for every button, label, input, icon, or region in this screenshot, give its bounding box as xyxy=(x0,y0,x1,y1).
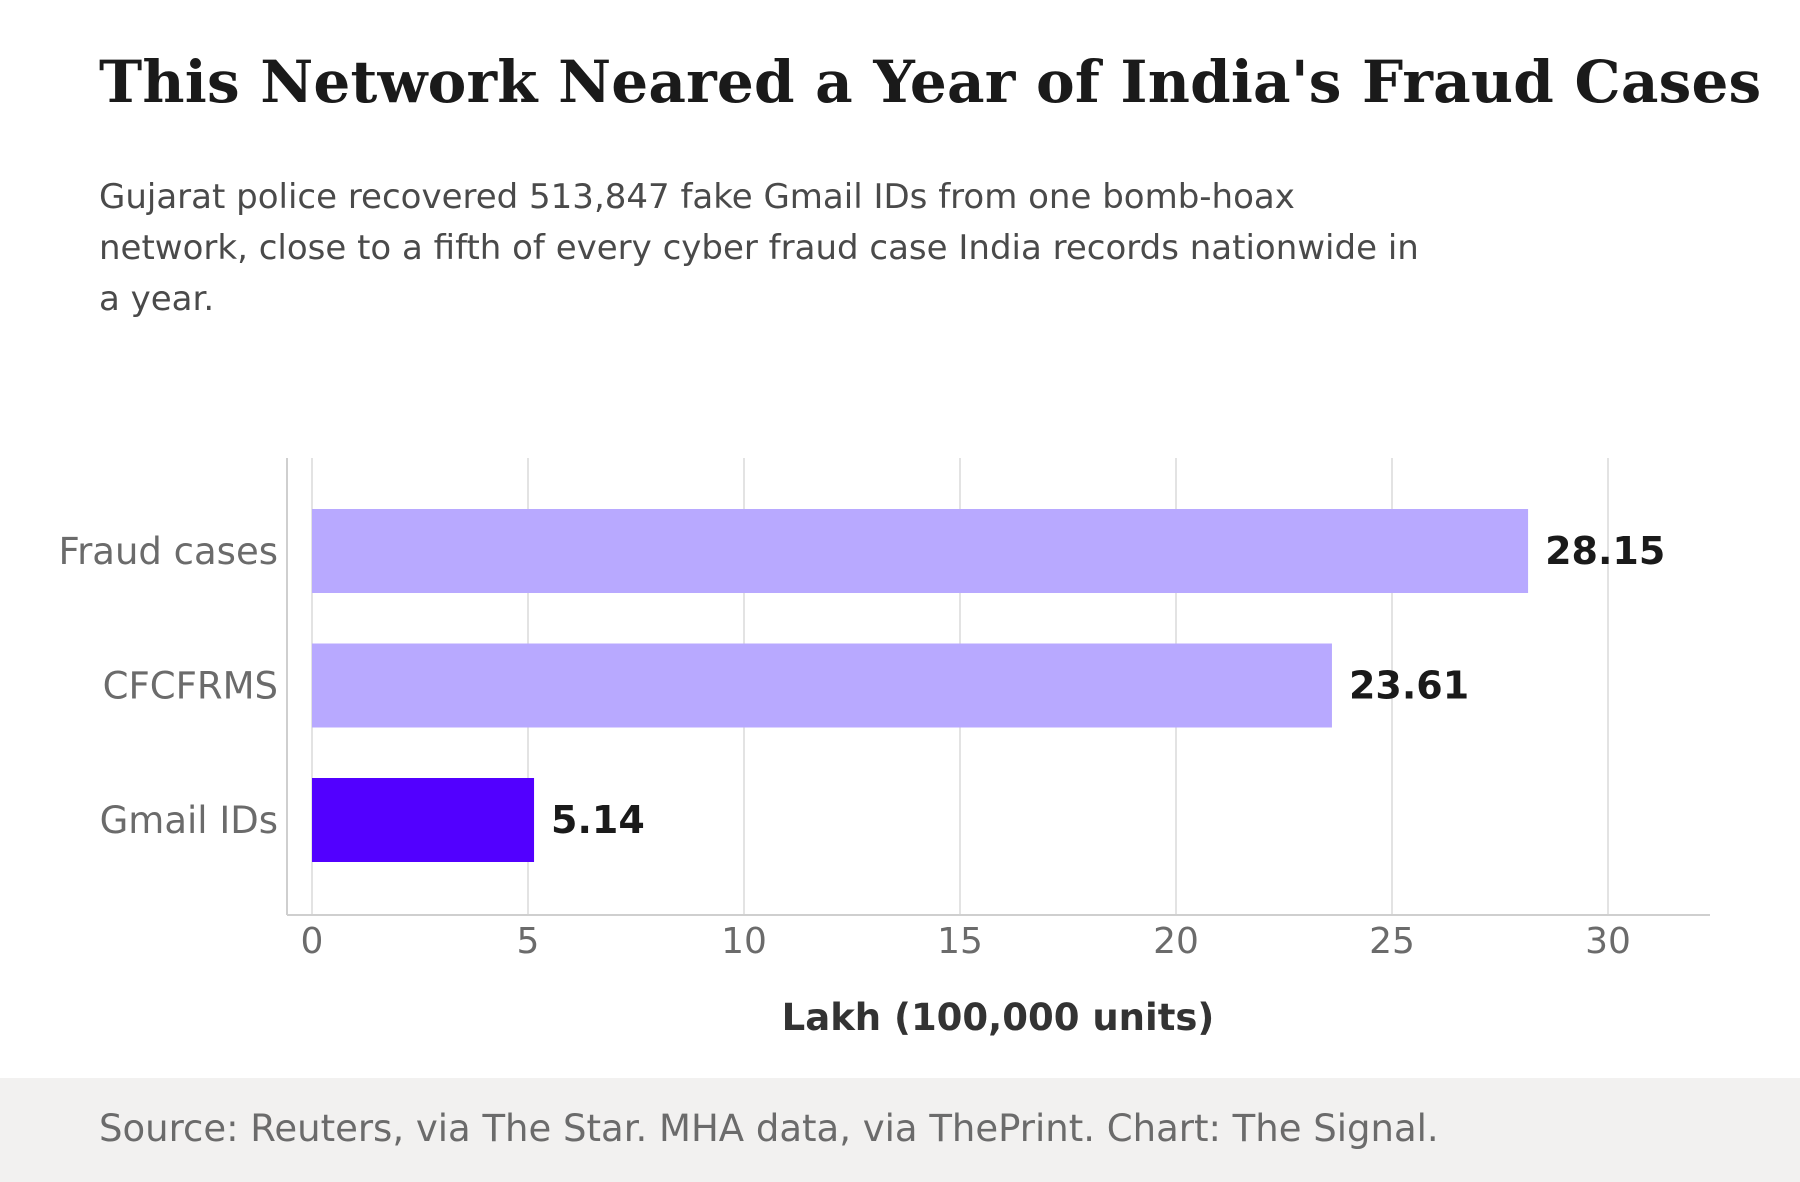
chart-subtitle: Gujarat police recovered 513,847 fake Gm… xyxy=(99,177,1419,319)
footer: Source: Reuters, via The Star. MHA data,… xyxy=(0,1078,1800,1182)
bar-fraud-cases xyxy=(312,509,1529,593)
x-tick-label: 10 xyxy=(721,921,767,962)
x-tick-label: 5 xyxy=(517,921,540,962)
category-label: Gmail IDs xyxy=(100,799,278,842)
bar-gmail-ids xyxy=(312,778,535,862)
x-tick-label: 25 xyxy=(1369,921,1415,962)
x-tick-label: 30 xyxy=(1585,921,1631,962)
value-labels: 28.15 23.61 5.14 xyxy=(551,529,1665,842)
x-tick-label: 20 xyxy=(1153,921,1199,962)
value-label: 23.61 xyxy=(1349,664,1469,708)
x-tick-label: 0 xyxy=(301,921,324,962)
x-axis-label: Lakh (100,000 units) xyxy=(782,996,1215,1039)
bar-cfcfrms xyxy=(312,643,1332,728)
source-note: Source: Reuters, via The Star. MHA data,… xyxy=(99,1107,1439,1150)
value-label: 28.15 xyxy=(1545,529,1665,573)
bars xyxy=(312,509,1529,862)
x-tick-labels: 0 5 10 15 20 25 30 xyxy=(301,921,1631,962)
category-label: CFCFRMS xyxy=(103,665,278,708)
chart-title: This Network Neared a Year of India's Fr… xyxy=(99,48,1762,116)
value-label: 5.14 xyxy=(551,798,645,842)
x-tick-label: 15 xyxy=(937,921,983,962)
category-labels: Fraud cases CFCFRMS Gmail IDs xyxy=(58,530,278,842)
bar-chart: 28.15 23.61 5.14 Fraud cases CFCFRMS Gmail I… xyxy=(58,458,1710,1039)
category-label: Fraud cases xyxy=(58,530,278,573)
